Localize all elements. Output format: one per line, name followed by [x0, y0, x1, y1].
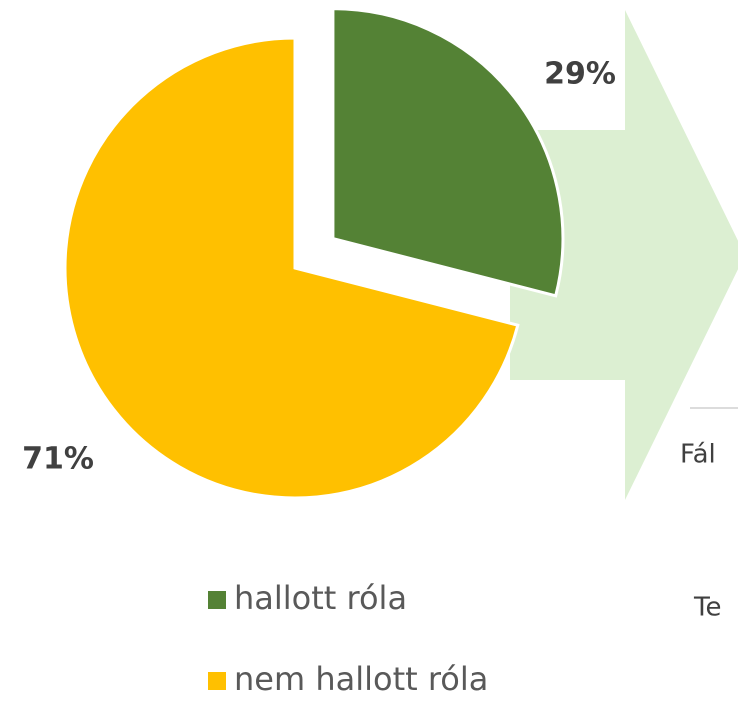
pie-slice	[331, 7, 565, 298]
legend-label: nem hallott róla	[234, 660, 488, 698]
side-text: Te	[693, 593, 721, 623]
value-label: 71%	[22, 442, 94, 477]
side-text: Fál	[680, 440, 716, 470]
legend-label: hallott róla	[234, 579, 407, 617]
legend-swatch	[208, 591, 226, 609]
background-arrow	[510, 10, 738, 500]
value-label: 29%	[544, 57, 616, 92]
legend-swatch	[208, 672, 226, 690]
pie-slice	[63, 36, 520, 500]
